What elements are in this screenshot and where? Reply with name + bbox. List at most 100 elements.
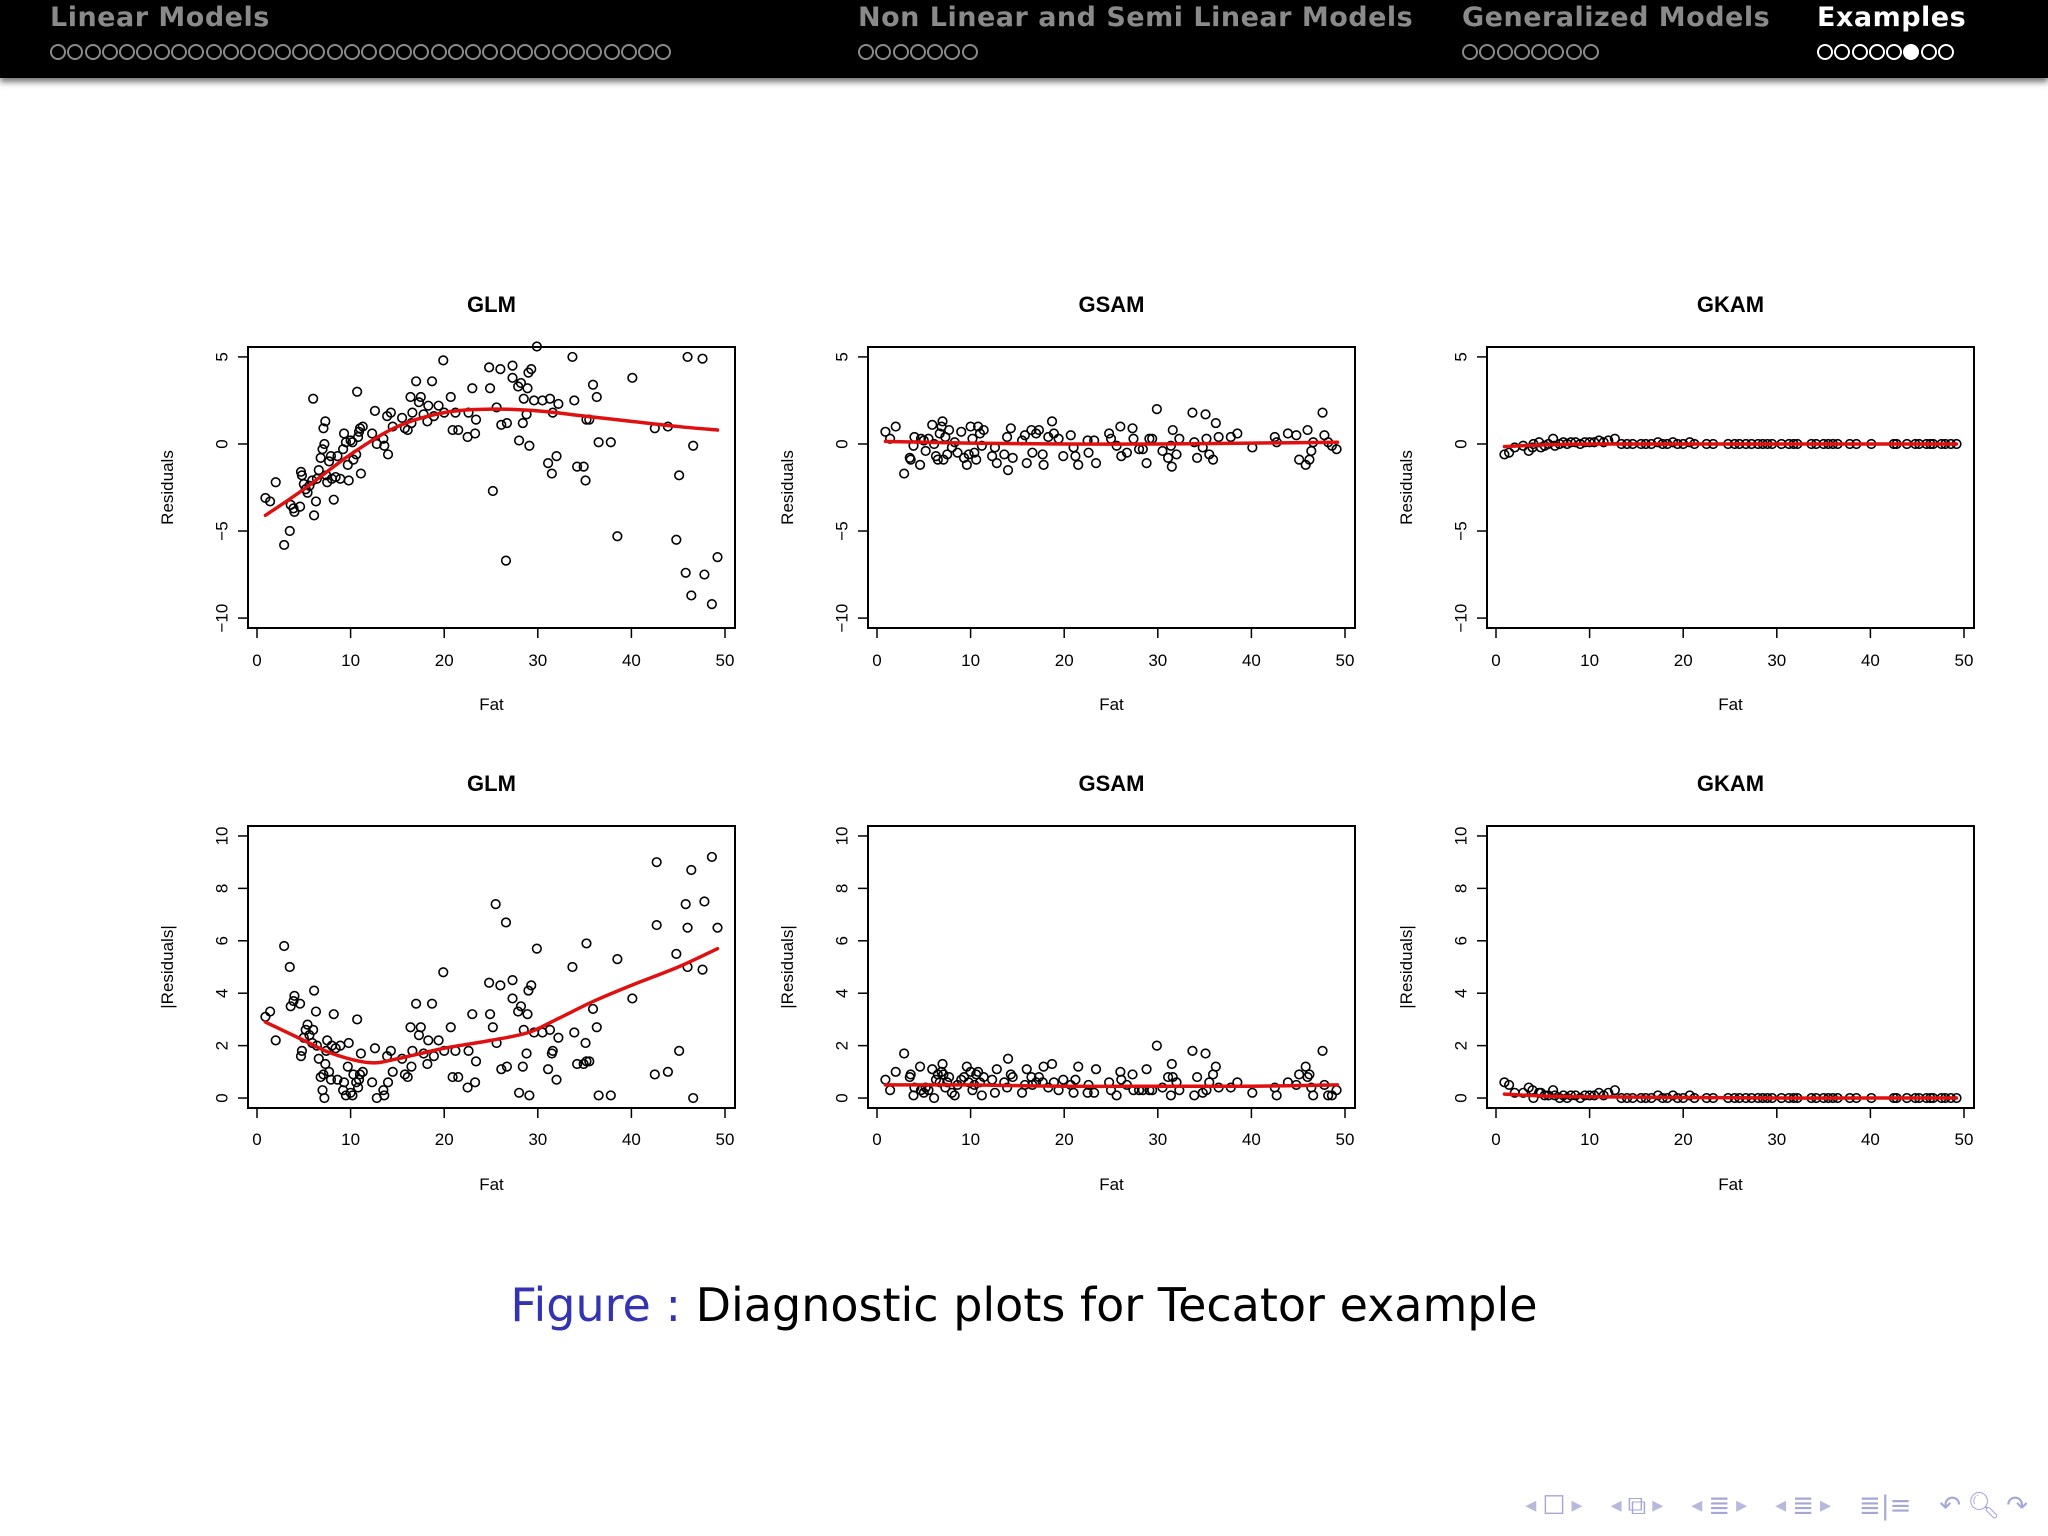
slide-dot[interactable] <box>568 44 585 60</box>
slide-dot[interactable] <box>309 44 326 60</box>
slide-dot[interactable] <box>638 44 655 60</box>
slides-stack-icon[interactable]: ⧉ <box>1627 1491 1647 1521</box>
slide-dot[interactable] <box>292 44 309 60</box>
document-icon[interactable]: ≣|≡ <box>1859 1491 1912 1521</box>
slide-dot[interactable] <box>655 44 672 60</box>
data-point <box>317 444 328 455</box>
slide-dot[interactable] <box>326 44 343 60</box>
slide-dot[interactable] <box>482 44 499 60</box>
data-point <box>686 864 697 876</box>
slide-dot[interactable] <box>188 44 205 60</box>
section-nav[interactable]: ◂ ≣ ▸ <box>1775 1493 1831 1519</box>
arrow-right-icon[interactable]: ▸ <box>1736 1493 1748 1518</box>
chart-title: GKAM <box>1697 292 1764 317</box>
undo-icon[interactable]: ↶ <box>1939 1491 1962 1521</box>
section-title[interactable]: Examples <box>1817 2 1967 33</box>
slide-dot[interactable] <box>378 44 395 60</box>
slide-dot[interactable] <box>534 44 551 60</box>
slide-dot[interactable] <box>620 44 637 60</box>
section-title[interactable]: Linear Models <box>50 2 270 33</box>
slide-dot[interactable] <box>257 44 274 60</box>
slide-dot[interactable] <box>50 44 66 60</box>
slide-dot[interactable] <box>205 44 222 60</box>
data-point <box>1115 421 1126 432</box>
y-tick-label: 0 <box>1451 439 1470 448</box>
slide-dot[interactable] <box>222 44 239 60</box>
data-point <box>340 437 352 448</box>
slide-dot[interactable] <box>240 44 257 60</box>
section-title[interactable]: Non Linear and Semi Linear Models <box>858 2 1414 33</box>
slide-dot[interactable] <box>1496 44 1513 60</box>
y-tick-label: 0 <box>212 1093 231 1102</box>
slide-dot[interactable] <box>153 44 170 60</box>
section-title[interactable]: Generalized Models <box>1462 2 1771 33</box>
y-axis-label: Residuals <box>1397 450 1416 525</box>
arrow-right-icon[interactable]: ▸ <box>1571 1493 1583 1518</box>
slide-dot[interactable] <box>1531 44 1548 60</box>
slide-dot[interactable] <box>499 44 516 60</box>
slide-dot[interactable] <box>1513 44 1530 60</box>
slide-dot[interactable] <box>136 44 153 60</box>
slide-dot[interactable] <box>274 44 291 60</box>
redo-icon[interactable]: ↷ <box>2006 1491 2028 1521</box>
slide-dot[interactable] <box>1886 44 1903 60</box>
slide-dot[interactable] <box>67 44 84 60</box>
slide-dot[interactable] <box>119 44 136 60</box>
slide-dot[interactable] <box>430 44 447 60</box>
slide-dot[interactable] <box>909 44 926 60</box>
slide-dot[interactable] <box>447 44 464 60</box>
arrow-left-icon[interactable]: ◂ <box>1775 1493 1787 1518</box>
slide-dot[interactable] <box>1920 44 1937 60</box>
slide-dot[interactable] <box>1938 44 1955 60</box>
slide-dot[interactable] <box>361 44 378 60</box>
slide-dot[interactable] <box>892 44 909 60</box>
slide-dot[interactable] <box>551 44 568 60</box>
slide-dot[interactable] <box>1817 44 1833 60</box>
arrow-left-icon[interactable]: ◂ <box>1610 1493 1622 1518</box>
slide-dot[interactable] <box>1834 44 1851 60</box>
slide-dot[interactable] <box>171 44 188 60</box>
slide-dot[interactable] <box>603 44 620 60</box>
frame-nav[interactable]: ◂ ☐ ▸ <box>1525 1493 1582 1519</box>
data-point <box>987 1074 998 1085</box>
data-point <box>682 922 693 933</box>
slide-dot[interactable] <box>1851 44 1868 60</box>
y-tick-label: 8 <box>212 884 231 893</box>
frame-icon[interactable]: ☐ <box>1542 1491 1566 1521</box>
slide-dot[interactable] <box>927 44 944 60</box>
arrow-right-icon[interactable]: ▸ <box>1820 1493 1832 1518</box>
arrow-right-icon[interactable]: ▸ <box>1652 1493 1664 1518</box>
current-slide-dot[interactable] <box>1903 44 1920 60</box>
data-point <box>367 428 378 439</box>
slide-dot[interactable] <box>961 44 978 60</box>
slide-dot[interactable] <box>1479 44 1496 60</box>
section-icon[interactable]: ≣ <box>1792 1491 1814 1521</box>
slide-dot[interactable] <box>1462 44 1478 60</box>
subsection-nav[interactable]: ◂ ≣ ▸ <box>1691 1493 1747 1519</box>
slide-dot[interactable] <box>413 44 430 60</box>
slide-dot[interactable] <box>101 44 118 60</box>
data-point <box>542 1064 554 1075</box>
slide-dot[interactable] <box>1868 44 1885 60</box>
subsection-icon[interactable]: ≣ <box>1708 1491 1731 1521</box>
arrow-left-icon[interactable]: ◂ <box>1525 1493 1537 1518</box>
data-point <box>920 445 931 457</box>
slide-dot[interactable] <box>858 44 874 60</box>
search-controls[interactable]: ↶ 🔍︎ ↷ <box>1939 1493 2028 1519</box>
slide-dot[interactable] <box>517 44 534 60</box>
slide-dot[interactable] <box>586 44 603 60</box>
slide-nav[interactable]: ◂ ⧉ ▸ <box>1611 1493 1664 1519</box>
slide-dot[interactable] <box>1583 44 1600 60</box>
slide-dot[interactable] <box>875 44 892 60</box>
slide-dot[interactable] <box>944 44 961 60</box>
document-nav[interactable]: ≣|≡ <box>1859 1493 1911 1519</box>
slide-dot[interactable] <box>465 44 482 60</box>
search-icon[interactable]: 🔍︎ <box>1967 1491 2001 1521</box>
slide-dot[interactable] <box>1565 44 1582 60</box>
slide-dot[interactable] <box>1548 44 1565 60</box>
data-point <box>463 1045 474 1056</box>
arrow-left-icon[interactable]: ◂ <box>1691 1493 1703 1518</box>
slide-dot[interactable] <box>344 44 361 60</box>
slide-dot[interactable] <box>84 44 101 60</box>
slide-dot[interactable] <box>395 44 412 60</box>
